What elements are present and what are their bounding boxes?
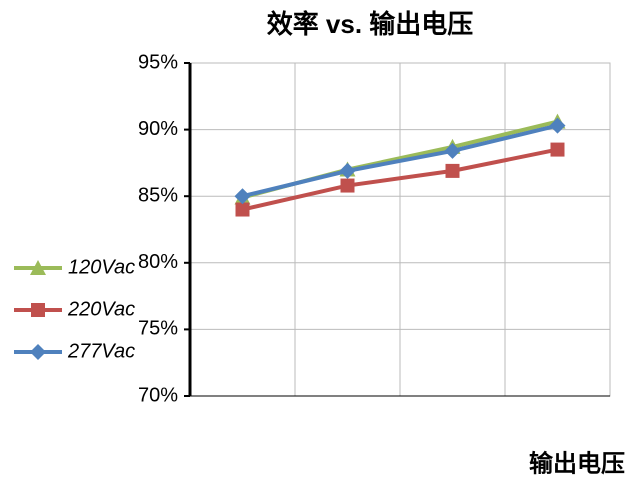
y-tick-label: 90% — [138, 118, 178, 140]
y-tick-label: 70% — [138, 384, 178, 406]
legend-label: 277Vac — [67, 340, 135, 362]
point — [235, 202, 250, 217]
legend-marker — [30, 344, 46, 360]
y-tick-label: 95% — [138, 51, 178, 73]
y-tick-label: 80% — [138, 251, 178, 273]
chart-title: 效率 vs. 输出电压 — [267, 9, 474, 39]
point — [549, 117, 566, 134]
x-axis-label: 输出电压 — [529, 449, 625, 477]
legend-label: 120Vac — [68, 256, 135, 278]
point — [234, 188, 251, 205]
y-tick-label: 75% — [138, 318, 178, 340]
legend-marker — [30, 260, 46, 275]
legend-marker — [31, 303, 45, 317]
y-tick-label: 85% — [138, 184, 178, 206]
point — [445, 163, 460, 178]
series-line — [242, 123, 558, 199]
point — [550, 142, 565, 157]
legend-label: 220Vac — [67, 298, 135, 320]
point — [339, 162, 356, 179]
series-line — [242, 147, 558, 212]
point — [444, 142, 461, 159]
point — [340, 178, 355, 193]
